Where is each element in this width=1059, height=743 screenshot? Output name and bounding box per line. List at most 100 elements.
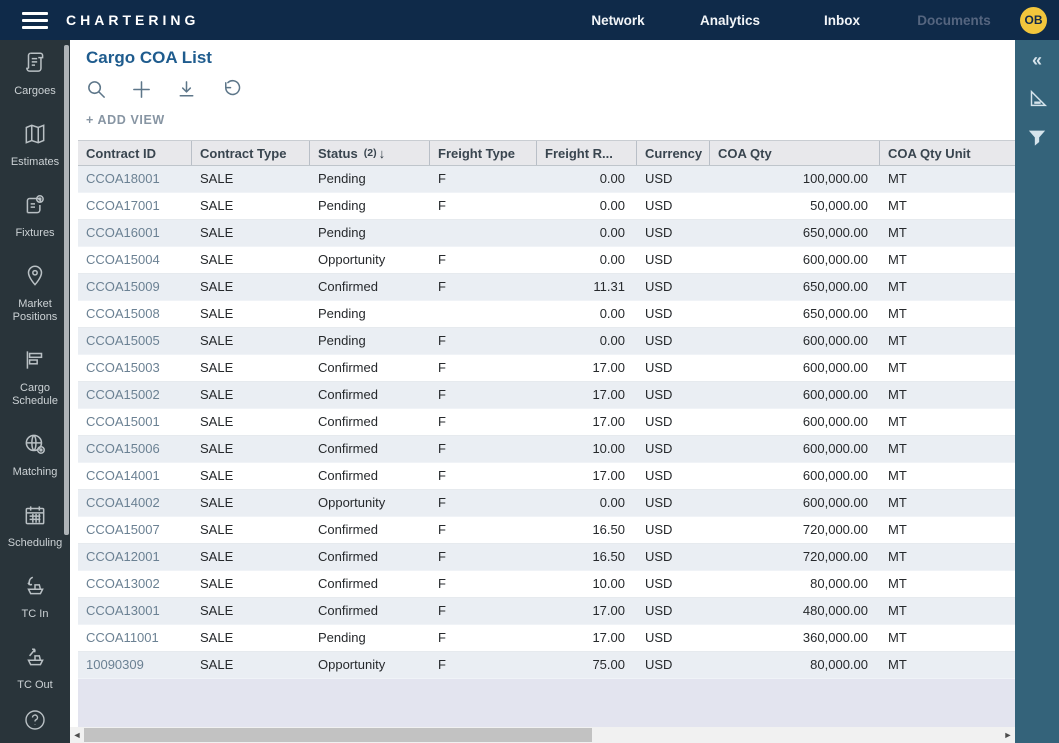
sidebar-item-scheduling[interactable]: Scheduling — [2, 502, 68, 550]
help-icon[interactable] — [0, 708, 70, 732]
sort-desc-icon: ↓ — [378, 145, 386, 161]
cell-freight-rate: 17.00 — [592, 603, 625, 618]
sidebar-item-market-positions[interactable]: Market Positions — [2, 263, 68, 324]
cell-coa-qty-unit: MT — [888, 225, 907, 240]
cell-coa-qty-unit: MT — [888, 603, 907, 618]
cell-freight-type — [430, 220, 537, 246]
table-row[interactable]: CCOA15005 SALE Pending F 0.00 USD 600,00… — [78, 328, 1015, 355]
export-icon[interactable] — [176, 79, 197, 100]
col-header-freight-type[interactable]: Freight Type — [430, 141, 537, 165]
nav-link-analytics[interactable]: Analytics — [699, 12, 761, 28]
col-header-coa-qty-unit[interactable]: COA Qty Unit — [880, 141, 1015, 165]
contract-id-link[interactable]: CCOA15009 — [86, 279, 160, 294]
cell-currency: USD — [645, 657, 673, 672]
add-view-button[interactable]: + ADD VIEW — [86, 113, 165, 127]
contract-id-link[interactable]: CCOA15005 — [86, 333, 160, 348]
table-row[interactable]: CCOA15007 SALE Confirmed F 16.50 USD 720… — [78, 517, 1015, 544]
table-row[interactable]: CCOA11001 SALE Pending F 17.00 USD 360,0… — [78, 625, 1015, 652]
table-row[interactable]: CCOA13002 SALE Confirmed F 10.00 USD 80,… — [78, 571, 1015, 598]
table-row[interactable]: CCOA15003 SALE Confirmed F 17.00 USD 600… — [78, 355, 1015, 382]
cell-freight-rate: 17.00 — [592, 387, 625, 402]
search-icon[interactable] — [86, 79, 107, 100]
table-row[interactable]: CCOA15006 SALE Confirmed F 10.00 USD 600… — [78, 436, 1015, 463]
col-header-coa-qty[interactable]: COA Qty — [710, 141, 880, 165]
contract-id-link[interactable]: CCOA17001 — [86, 198, 160, 213]
scrollbar-thumb[interactable] — [84, 728, 592, 742]
sidebar-item-estimates[interactable]: Estimates — [2, 121, 68, 169]
table-row[interactable]: CCOA14002 SALE Opportunity F 0.00 USD 60… — [78, 490, 1015, 517]
scrollbar-track[interactable] — [84, 727, 1001, 743]
cell-coa-qty-unit: MT — [888, 171, 907, 186]
contract-id-link[interactable]: CCOA14002 — [86, 495, 160, 510]
sidebar-item-cargoes[interactable]: Cargoes — [2, 50, 68, 98]
sidebar-item-fixtures[interactable]: Fixtures — [2, 192, 68, 240]
cell-status: Confirmed — [318, 549, 378, 564]
cell-status: Confirmed — [318, 603, 378, 618]
contract-id-link[interactable]: CCOA15004 — [86, 252, 160, 267]
col-header-currency[interactable]: Currency — [637, 141, 710, 165]
cell-coa-qty-unit: MT — [888, 495, 907, 510]
contract-id-link[interactable]: CCOA15006 — [86, 441, 160, 456]
sidebar-item-tc-out[interactable]: TC Out — [2, 644, 68, 692]
table-row[interactable]: CCOA18001 SALE Pending F 0.00 USD 100,00… — [78, 166, 1015, 193]
sidebar-item-label: Cargoes — [14, 85, 56, 97]
nav-link-inbox[interactable]: Inbox — [824, 12, 860, 28]
globe-gear-icon — [22, 431, 48, 462]
add-icon[interactable] — [131, 79, 152, 100]
contract-id-link[interactable]: CCOA14001 — [86, 468, 160, 483]
sidebar-item-matching[interactable]: Matching — [2, 431, 68, 479]
contract-id-link[interactable]: CCOA15002 — [86, 387, 160, 402]
menu-icon[interactable] — [22, 8, 48, 33]
cell-freight-rate: 17.00 — [592, 468, 625, 483]
cell-freight-rate: 0.00 — [599, 252, 625, 267]
table-row[interactable]: CCOA16001 SALE Pending 0.00 USD 650,000.… — [78, 220, 1015, 247]
undo-icon[interactable] — [221, 79, 242, 100]
table-row[interactable]: CCOA15004 SALE Opportunity F 0.00 USD 60… — [78, 247, 1015, 274]
avatar[interactable]: OB — [1020, 6, 1047, 34]
cell-currency: USD — [645, 279, 673, 294]
sidebar-item-label: TC Out — [17, 679, 53, 691]
cell-coa-qty: 600,000.00 — [802, 414, 868, 429]
contract-id-link[interactable]: CCOA15001 — [86, 414, 160, 429]
contract-id-link[interactable]: CCOA15008 — [86, 306, 160, 321]
scroll-right-icon[interactable]: ► — [1003, 730, 1013, 740]
col-header-status[interactable]: Status (2) ↓ — [310, 141, 430, 165]
set-square-icon[interactable] — [1026, 88, 1048, 110]
cell-freight-type: F — [438, 522, 446, 537]
cell-status: Pending — [318, 333, 366, 348]
table-row[interactable]: CCOA15001 SALE Confirmed F 17.00 USD 600… — [78, 409, 1015, 436]
sidebar-scrollbar[interactable] — [64, 45, 69, 535]
contract-id-link[interactable]: CCOA13002 — [86, 576, 160, 591]
table-row[interactable]: CCOA15002 SALE Confirmed F 17.00 USD 600… — [78, 382, 1015, 409]
table-row[interactable]: CCOA15008 SALE Pending 0.00 USD 650,000.… — [78, 301, 1015, 328]
nav-link-network[interactable]: Network — [591, 12, 645, 28]
table-row[interactable]: CCOA12001 SALE Confirmed F 16.50 USD 720… — [78, 544, 1015, 571]
contract-id-link[interactable]: CCOA18001 — [86, 171, 160, 186]
cell-freight-rate: 17.00 — [592, 360, 625, 375]
sidebar-item-cargo-schedule[interactable]: Cargo Schedule — [2, 347, 68, 408]
contract-id-link[interactable]: CCOA15003 — [86, 360, 160, 375]
contract-id-link[interactable]: CCOA13001 — [86, 603, 160, 618]
col-header-contract-type[interactable]: Contract Type — [192, 141, 310, 165]
contract-id-link[interactable]: 10090309 — [86, 657, 144, 672]
cell-coa-qty-unit: MT — [888, 630, 907, 645]
scroll-left-icon[interactable]: ◄ — [72, 730, 82, 740]
col-header-freight-rate[interactable]: Freight R... — [537, 141, 637, 165]
table-body: CCOA18001 SALE Pending F 0.00 USD 100,00… — [78, 166, 1015, 679]
filter-icon[interactable] — [1027, 128, 1047, 148]
col-header-contract-id[interactable]: Contract ID — [78, 141, 192, 165]
contract-id-link[interactable]: CCOA12001 — [86, 549, 160, 564]
table-row[interactable]: CCOA15009 SALE Confirmed F 11.31 USD 650… — [78, 274, 1015, 301]
table-row[interactable]: CCOA13001 SALE Confirmed F 17.00 USD 480… — [78, 598, 1015, 625]
table-row[interactable]: CCOA17001 SALE Pending F 0.00 USD 50,000… — [78, 193, 1015, 220]
table-row[interactable]: 10090309 SALE Opportunity F 75.00 USD 80… — [78, 652, 1015, 679]
table-row[interactable]: CCOA14001 SALE Confirmed F 17.00 USD 600… — [78, 463, 1015, 490]
collapse-right-icon[interactable]: « — [1031, 50, 1042, 70]
contract-id-link[interactable]: CCOA16001 — [86, 225, 160, 240]
contract-id-link[interactable]: CCOA11001 — [86, 630, 159, 645]
sidebar-item-tc-in[interactable]: TC In — [2, 573, 68, 621]
cell-coa-qty-unit: MT — [888, 360, 907, 375]
horizontal-scrollbar[interactable]: ◄ ► — [70, 727, 1015, 743]
contract-id-link[interactable]: CCOA15007 — [86, 522, 160, 537]
nav-link-documents[interactable]: Documents — [917, 12, 991, 28]
